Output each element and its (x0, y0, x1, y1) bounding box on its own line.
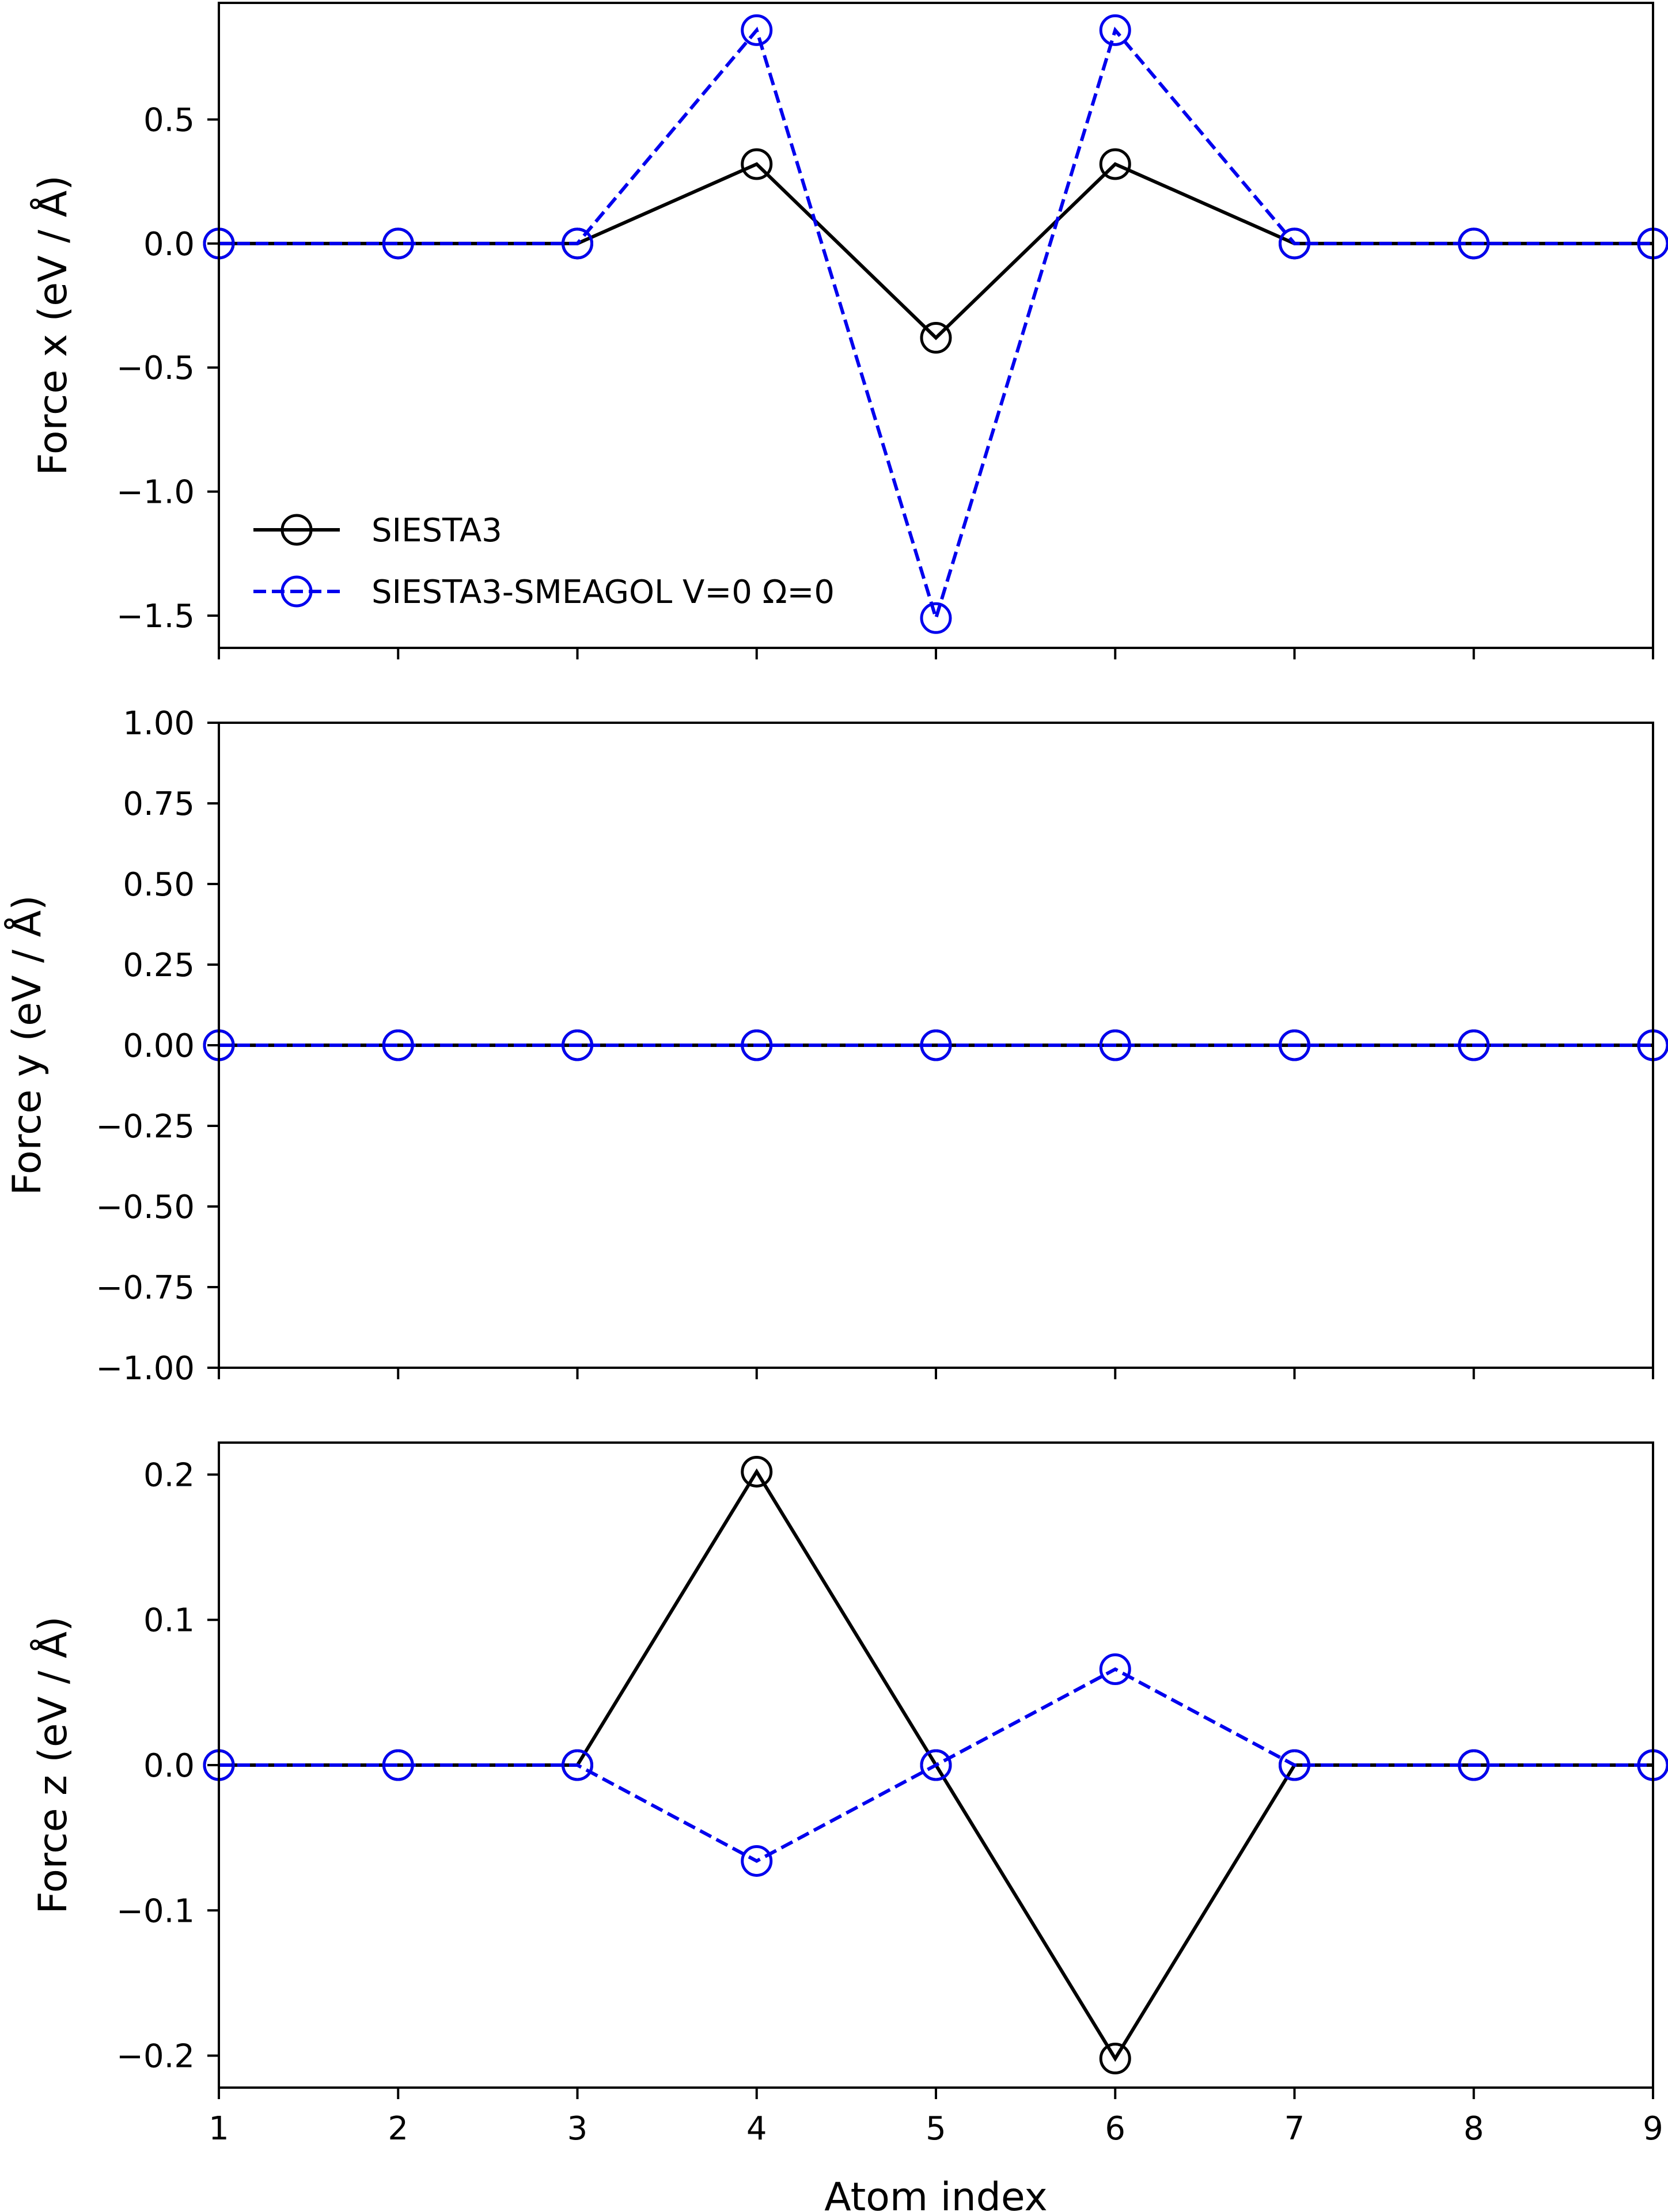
y-tick-label: 0.25 (123, 947, 195, 984)
x-tick-label: 6 (1105, 2110, 1125, 2148)
x-tick-label: 4 (746, 2110, 767, 2148)
y-tick-label: 0.0 (143, 1747, 195, 1785)
x-tick-label: 5 (926, 2110, 946, 2148)
x-tick-label: 9 (1643, 2110, 1663, 2148)
data-point-1-5 (1099, 1029, 1131, 1061)
x-axis-label: Atom index (824, 2175, 1047, 2212)
data-point-1-1 (382, 1029, 414, 1061)
series-line-1 (219, 1667, 1653, 1863)
y-tick-label: 0.50 (123, 866, 195, 904)
data-point-1-6 (1279, 1029, 1310, 1061)
x-tick-label: 1 (208, 2110, 229, 2148)
data-point-1-2 (562, 1749, 593, 1781)
y-tick-label: 1.00 (123, 705, 195, 742)
series-line-0 (219, 162, 1653, 340)
force-x-panel: 0.5 0.0 −0.5 −1.0 −1.5 Force x (eV / Å) SIESTA… (29, 2, 1668, 659)
y-tick-label: −1.00 (96, 1350, 195, 1387)
y-tick-label: −0.75 (96, 1269, 195, 1307)
data-point-1-5 (1099, 14, 1131, 46)
data-point-1-1 (382, 227, 414, 260)
y-tick-label: 0.2 (143, 1456, 195, 1494)
data-point-1-6 (1279, 1749, 1310, 1781)
y-axis-label: Force z (eV / Å) (29, 1617, 76, 1914)
data-point-0-4 (920, 322, 952, 354)
y-tick-label: −0.25 (96, 1108, 195, 1145)
x-tick-label: 7 (1284, 2110, 1305, 2148)
legend-entry-label-1: SIESTA3-SMEAGOL V=0 Ω=0 (371, 574, 835, 611)
y-axis-label: Force x (eV / Å) (29, 175, 76, 476)
legend-marker-0 (280, 514, 313, 546)
y-axis-label: Force y (eV / Å) (3, 895, 50, 1196)
data-point-1-4 (920, 1029, 952, 1061)
legend-entry-label-0: SIESTA3 (371, 512, 502, 549)
data-point-0-3 (741, 148, 773, 180)
data-point-1-4 (920, 602, 952, 634)
data-point-0-3 (741, 1455, 773, 1488)
plot-frame (218, 2, 1654, 649)
x-tick-label: 8 (1464, 2110, 1484, 2148)
data-point-1-3 (741, 14, 773, 46)
data-point-1-7 (1458, 1749, 1490, 1781)
data-point-1-7 (1458, 227, 1490, 260)
y-tick-label: 0.5 (143, 101, 195, 139)
data-point-1-6 (1279, 227, 1310, 260)
data-point-1-3 (741, 1845, 773, 1877)
legend: SIESTA3 SIESTA3-SMEAGOL V=0 Ω=0 (253, 512, 835, 611)
x-tick-label: 2 (388, 2110, 408, 2148)
y-tick-label: 0.0 (143, 226, 195, 263)
y-tick-label: −0.5 (116, 350, 195, 387)
data-point-1-7 (1458, 1029, 1490, 1061)
y-tick-label: 0.75 (123, 786, 195, 823)
y-tick-label: −1.5 (116, 598, 195, 635)
data-point-0-5 (1099, 148, 1131, 180)
y-tick-label: −1.0 (116, 474, 195, 511)
data-point-1-2 (562, 227, 593, 260)
y-tick-label: 0.1 (143, 1602, 195, 1640)
data-point-1-3 (741, 1029, 773, 1061)
y-tick-label: −0.1 (116, 1892, 195, 1930)
legend-marker-1 (280, 575, 313, 608)
data-point-1-1 (382, 1749, 414, 1781)
data-point-1-2 (562, 1029, 593, 1061)
data-point-0-5 (1099, 2043, 1131, 2075)
force-y-panel: 1.00 0.75 0.50 0.25 0.00 −0.25 −0.50 −0.75 −1.00… (3, 705, 1668, 1387)
data-point-1-4 (920, 1749, 952, 1781)
force-z-panel: 1 2 3 4 5 6 7 8 9 0.2 0.1 0.0 −0.1 −0.2 Force z (eV / … (29, 1441, 1668, 2212)
y-tick-label: −0.2 (116, 2038, 195, 2076)
data-point-1-5 (1099, 1653, 1131, 1686)
y-tick-label: 0.00 (123, 1027, 195, 1065)
y-tick-label: −0.50 (96, 1189, 195, 1226)
x-tick-label: 3 (567, 2110, 588, 2148)
